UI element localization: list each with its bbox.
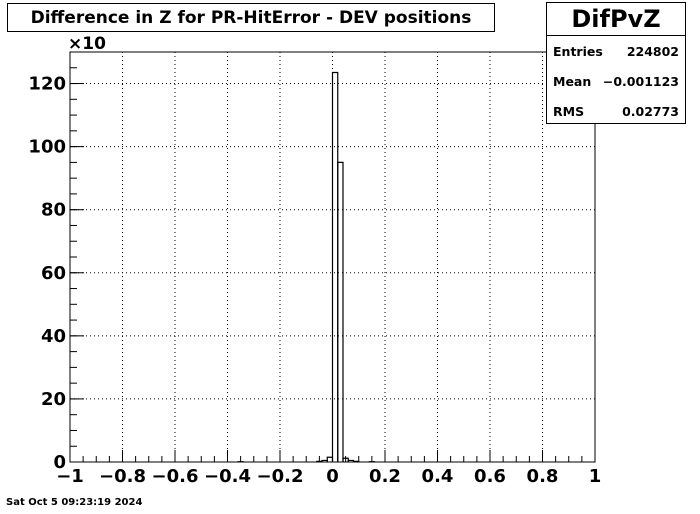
x-tick-label: −0.6: [152, 466, 199, 487]
x-tick-label: 0.4: [422, 466, 454, 487]
histogram-bin: [337, 161, 344, 462]
histogram-bars: [237, 71, 376, 463]
y-tick-label: 0: [53, 452, 66, 473]
y-tick-labels: 0 20 40 60 80 100 120: [28, 74, 66, 473]
axis-ticks: [69, 51, 596, 463]
histogram-bin: [352, 460, 360, 462]
x-tick-label: −0.4: [204, 466, 251, 487]
histogram-bin: [326, 456, 334, 462]
y-tick-label: 80: [41, 200, 66, 221]
x-tick-label: 0.8: [527, 466, 559, 487]
entries-value: 224802: [626, 43, 679, 59]
stats-row-entries: Entries 224802: [547, 36, 685, 66]
x-tick-label: −0.2: [257, 466, 304, 487]
y-tick-label: 20: [41, 389, 66, 410]
mean-label: Mean: [553, 73, 592, 89]
mean-value: −0.001123: [602, 73, 679, 89]
timestamp: Sat Oct 5 09:23:19 2024: [6, 497, 143, 508]
stats-histogram-name: DifPvZ: [547, 3, 685, 36]
rms-value: 0.02773: [622, 103, 679, 119]
y-tick-label: 60: [41, 263, 66, 284]
entries-label: Entries: [553, 43, 603, 59]
x-tick-label: 0.6: [474, 466, 506, 487]
x-tick-label: 0.2: [369, 466, 401, 487]
rms-label: RMS: [553, 103, 585, 119]
y-tick-label: 40: [41, 326, 66, 347]
x-tick-labels: −1 −0.8 −0.6 −0.4 −0.2 0 0.2 0.4 0.6 0.8 1: [56, 466, 601, 487]
chart-title: Difference in Z for PR-HitError - DEV po…: [7, 3, 495, 32]
stats-row-mean: Mean −0.001123: [547, 66, 685, 96]
stats-box: DifPvZ Entries 224802 Mean −0.001123 RMS…: [546, 2, 686, 124]
x-tick-label: −0.8: [99, 466, 146, 487]
x-tick-label: 1: [589, 466, 602, 487]
x-tick-label: −1: [56, 466, 84, 487]
histogram-bin: [316, 460, 323, 462]
x-tick-label: 0: [326, 466, 339, 487]
stats-row-rms: RMS 0.02773: [547, 96, 685, 126]
histogram-bin: [331, 71, 339, 462]
y-multiplier-label: ×10: [68, 34, 106, 54]
y-tick-label: 100: [28, 137, 66, 158]
y-tick-label: 120: [28, 74, 66, 95]
